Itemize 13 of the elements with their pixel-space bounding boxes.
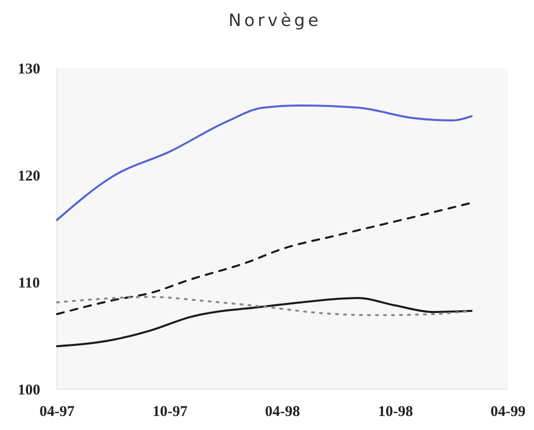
line-series <box>56 202 473 316</box>
line-series <box>56 104 473 221</box>
x-tick-label: 04-97 <box>40 404 75 420</box>
x-tick-label: 04-99 <box>490 404 526 420</box>
y-tick-label: 130 <box>18 61 40 78</box>
x-tick-label: 10-97 <box>152 404 188 420</box>
line-series <box>56 297 473 348</box>
x-tick-label: 10-98 <box>378 404 414 420</box>
y-tick-label: 110 <box>18 275 40 292</box>
chart-title: Norvège <box>228 11 322 31</box>
x-tick-label: 04-98 <box>265 404 300 420</box>
y-tick-label: 120 <box>18 168 40 184</box>
y-tick-label: 100 <box>18 382 40 398</box>
